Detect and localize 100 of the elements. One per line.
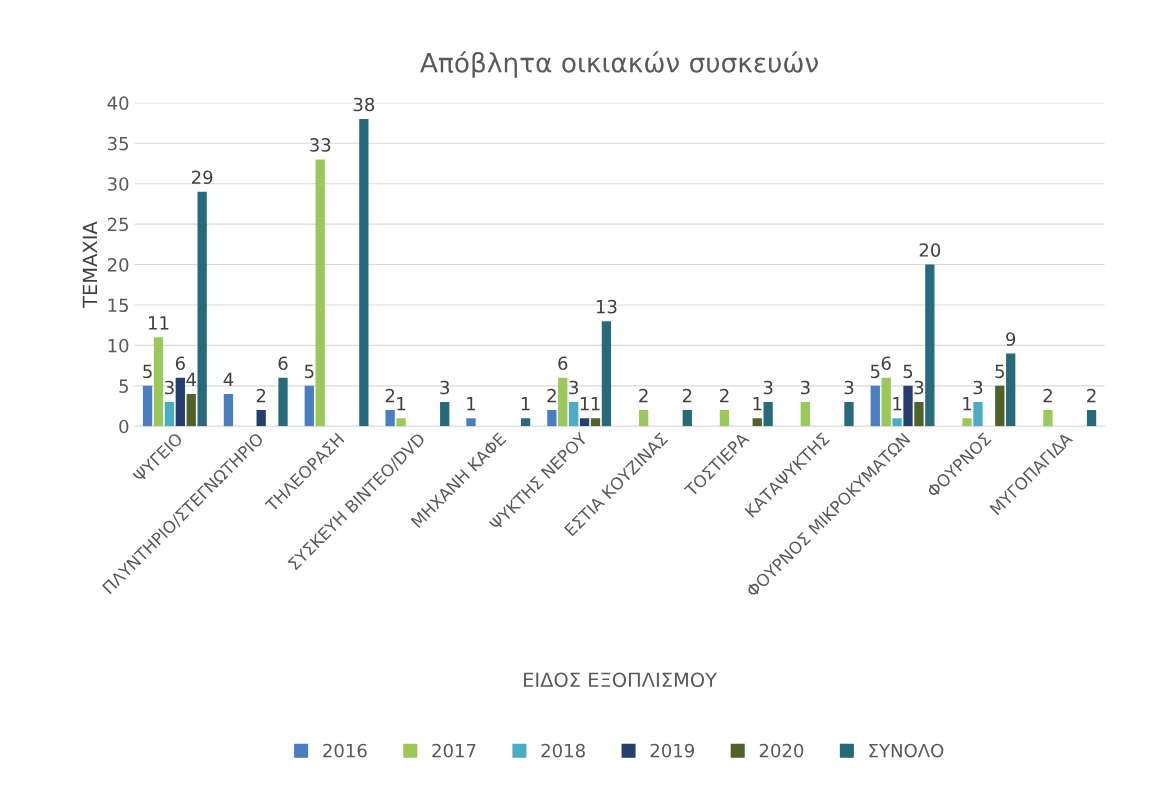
bar xyxy=(1086,410,1097,427)
data-label: 2 xyxy=(1043,388,1052,403)
data-label: 5 xyxy=(870,364,880,379)
y-tick-label: 35 xyxy=(107,136,128,151)
data-label: 5 xyxy=(903,364,913,379)
bar xyxy=(466,418,476,427)
data-label: 6 xyxy=(558,356,568,371)
x-axis-title: ΕΙΔΟΣ ΕΞΟΠΛΙΣΜΟΥ xyxy=(524,672,718,688)
bar xyxy=(520,418,531,427)
data-label: 1 xyxy=(580,397,589,411)
data-label: 6 xyxy=(881,356,891,371)
bar xyxy=(153,337,164,427)
legend-label: 2020 xyxy=(759,743,804,758)
bar xyxy=(164,402,175,427)
data-label: 3 xyxy=(844,380,854,395)
data-label: 3 xyxy=(973,380,983,395)
y-tick-label: 40 xyxy=(107,96,129,110)
data-label: 38 xyxy=(353,97,375,112)
data-label: 2 xyxy=(639,388,648,403)
data-label: 20 xyxy=(919,243,941,257)
data-label: 5 xyxy=(304,364,314,379)
data-label: 1 xyxy=(467,397,476,411)
bar xyxy=(359,119,369,427)
data-label: 33 xyxy=(310,138,331,152)
data-label: 3 xyxy=(914,380,924,395)
bar xyxy=(973,402,983,427)
data-label: 1 xyxy=(397,397,406,411)
data-label: 9 xyxy=(1006,332,1016,346)
bar xyxy=(197,191,207,427)
data-label: 2 xyxy=(1087,388,1096,403)
bar xyxy=(601,321,612,427)
bar xyxy=(870,385,880,427)
bar xyxy=(175,377,185,427)
bar xyxy=(925,264,935,427)
data-label: 4 xyxy=(223,372,234,386)
bar xyxy=(304,385,314,427)
y-tick-label: 20 xyxy=(107,258,129,272)
data-label: 29 xyxy=(191,170,213,185)
bar xyxy=(579,418,590,427)
data-label: 3 xyxy=(440,380,450,395)
legend-label: ΣΥΝΟΛΟ xyxy=(869,743,944,758)
data-label: 3 xyxy=(165,380,174,395)
y-tick-label: 15 xyxy=(108,298,128,313)
bar xyxy=(547,410,557,427)
bar xyxy=(962,418,972,427)
y-tick-label: 10 xyxy=(108,338,129,353)
data-label: 1 xyxy=(893,397,902,411)
data-label: 1 xyxy=(591,397,600,411)
y-tick-label: 5 xyxy=(119,379,128,393)
data-label: 6 xyxy=(175,356,185,371)
legend-label: 2016 xyxy=(323,743,367,758)
data-label: 3 xyxy=(569,380,578,395)
y-tick-label: 30 xyxy=(107,177,129,191)
bar xyxy=(385,410,395,427)
data-label: 2 xyxy=(256,388,266,403)
bar xyxy=(881,377,891,427)
y-axis-title: ΤΕΜΑΧΙΑ xyxy=(82,221,97,308)
data-label: 3 xyxy=(800,380,810,395)
bar xyxy=(440,402,450,427)
data-label: 4 xyxy=(186,372,196,386)
data-label: 1 xyxy=(963,397,972,411)
data-label: 6 xyxy=(278,356,288,371)
bar xyxy=(995,385,1005,427)
bar xyxy=(590,418,601,427)
bar xyxy=(914,402,924,427)
bar xyxy=(558,377,568,427)
legend-label: 2018 xyxy=(541,743,585,758)
bar xyxy=(752,418,762,427)
data-label: 5 xyxy=(143,364,152,379)
data-label: 3 xyxy=(763,380,773,395)
data-label: 2 xyxy=(720,388,729,403)
bar xyxy=(800,402,810,427)
data-label: 2 xyxy=(385,388,395,403)
data-label: 1 xyxy=(521,397,530,411)
bar xyxy=(1043,410,1053,427)
y-tick-label: 0 xyxy=(119,419,129,434)
bar xyxy=(256,410,266,427)
bar xyxy=(903,385,913,427)
bar xyxy=(844,402,854,427)
bar xyxy=(223,393,234,427)
y-tick-label: 25 xyxy=(107,217,128,232)
legend-label: 2017 xyxy=(432,743,476,758)
bar xyxy=(396,418,406,427)
data-label: 1 xyxy=(753,397,762,411)
bar xyxy=(763,402,773,427)
bar xyxy=(569,402,579,427)
bar xyxy=(1006,353,1016,427)
data-label: 11 xyxy=(148,316,169,330)
data-label: 13 xyxy=(596,299,617,314)
bar xyxy=(186,393,196,427)
bar xyxy=(315,159,325,427)
bar xyxy=(892,418,902,427)
data-label: 2 xyxy=(547,388,556,403)
bar xyxy=(719,410,730,427)
bar xyxy=(682,410,692,427)
bar xyxy=(142,385,153,427)
data-label: 5 xyxy=(995,364,1004,379)
chart-title: Απόβλητα οικιακών συσκευών xyxy=(420,51,818,78)
bar xyxy=(638,410,649,427)
bar xyxy=(278,377,288,427)
